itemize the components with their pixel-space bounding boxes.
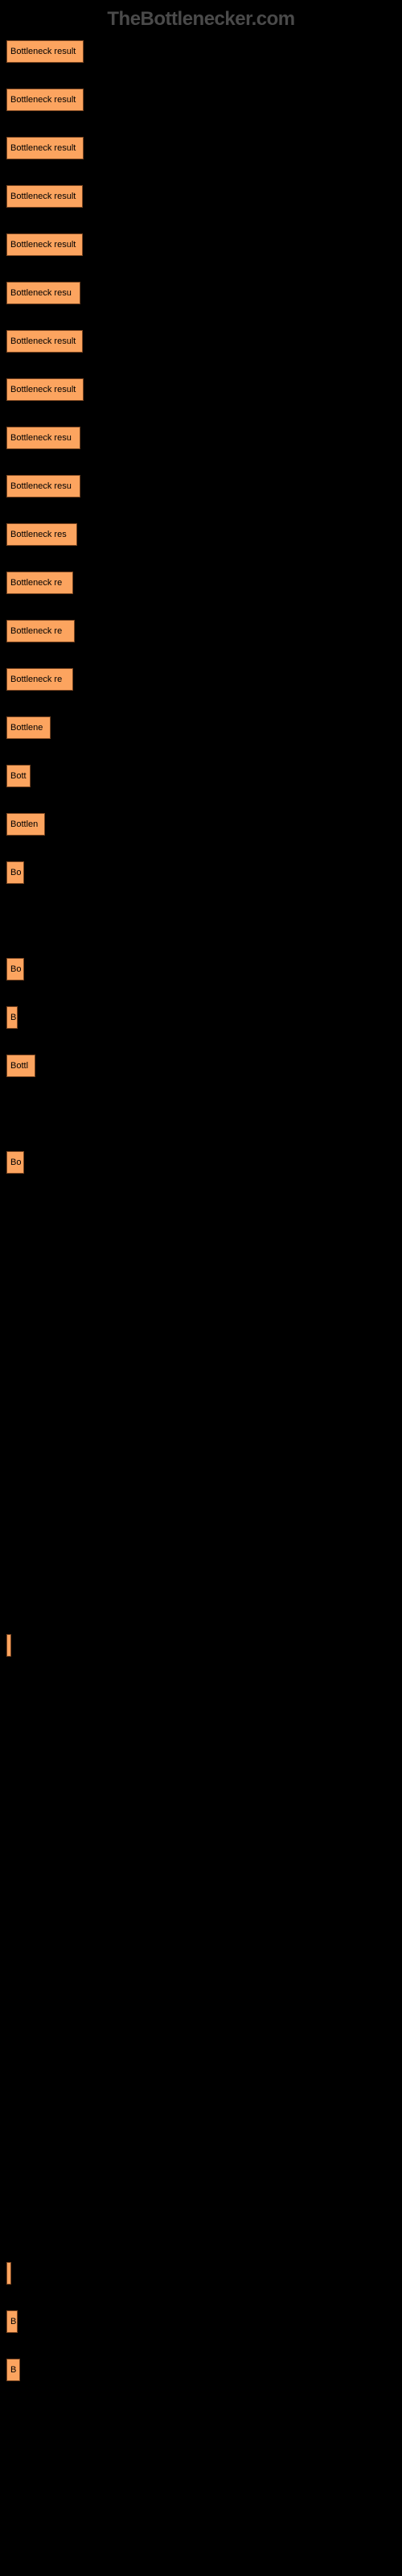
bar-row [6,1682,402,1705]
bar: Bo [6,958,24,980]
bar-row [6,910,402,932]
bar-row: Bottleneck result [6,233,402,256]
bar: Bottleneck result [6,233,83,256]
bar: Bo [6,1151,24,1174]
bar-row: Bo [6,958,402,980]
bar-row [6,1731,402,1753]
bar: Bottleneck result [6,185,83,208]
bar-row: Bottlen [6,813,402,836]
bar: B [6,2359,20,2381]
bar-row: Bottl [6,1055,402,1077]
bar-row [6,2214,402,2236]
bar-row [6,1393,402,1415]
bar: Bottlen [6,813,45,836]
bar-row: B [6,2359,402,2381]
bar-row: Bottleneck re [6,572,402,594]
bar: Bottleneck resu [6,475,80,497]
bar: Bottlene [6,716,51,739]
bar [6,1634,11,1657]
bar-row [6,1924,402,1946]
bar: Bottleneck resu [6,282,80,304]
bar: Bo [6,861,24,884]
bar: Bottleneck result [6,378,84,401]
bar-row [6,1296,402,1319]
bar-row: B [6,2310,402,2333]
bar-row: Bottleneck result [6,137,402,159]
bar-row [6,1876,402,1898]
bar-row: Bottleneck result [6,40,402,63]
bar-row: Bott [6,765,402,787]
bar-row: Bo [6,1151,402,1174]
bar-row [6,1586,402,1608]
bar-row [6,1103,402,1125]
bar-row [6,2117,402,2140]
bar-row [6,1634,402,1657]
bar-row [6,1199,402,1222]
bar-row: Bottleneck res [6,523,402,546]
bar: Bottleneck result [6,89,84,111]
bar [6,2262,11,2285]
bar-row: Bottleneck result [6,185,402,208]
bar-row: Bo [6,861,402,884]
bar-row [6,1344,402,1367]
bar-row [6,2069,402,2091]
bar-row [6,2021,402,2043]
bar-row: Bottleneck result [6,378,402,401]
bar-row [6,2165,402,2188]
bar-row: Bottleneck result [6,89,402,111]
bar-row [6,1248,402,1270]
bar: Bottleneck re [6,572,73,594]
bar-row [6,1972,402,1995]
bar-row [6,1538,402,1560]
bar: Bottleneck result [6,40,84,63]
bar: Bottleneck resu [6,427,80,449]
bar-row [6,2262,402,2285]
bar-row [6,1827,402,1850]
watermark-text: TheBottlenecker.com [107,8,294,31]
bar-row: Bottleneck re [6,668,402,691]
bar-row: B [6,1006,402,1029]
bar: Bott [6,765,31,787]
bar-row: Bottleneck re [6,620,402,642]
bar: Bottleneck result [6,137,84,159]
bar: Bottl [6,1055,35,1077]
bar-row: Bottleneck resu [6,282,402,304]
bar: B [6,1006,18,1029]
bar: Bottleneck re [6,620,75,642]
bar-row [6,1779,402,1802]
bar-row: Bottlene [6,716,402,739]
bar-chart: Bottleneck result Bottleneck result Bottle… [0,0,402,2381]
bar: Bottleneck res [6,523,77,546]
bar: Bottleneck result [6,330,83,353]
bar-row [6,1441,402,1463]
bar-row: Bottleneck resu [6,475,402,497]
bar: B [6,2310,18,2333]
bar-row [6,1489,402,1512]
bar: Bottleneck re [6,668,73,691]
bar-row: Bottleneck resu [6,427,402,449]
bar-row: Bottleneck result [6,330,402,353]
